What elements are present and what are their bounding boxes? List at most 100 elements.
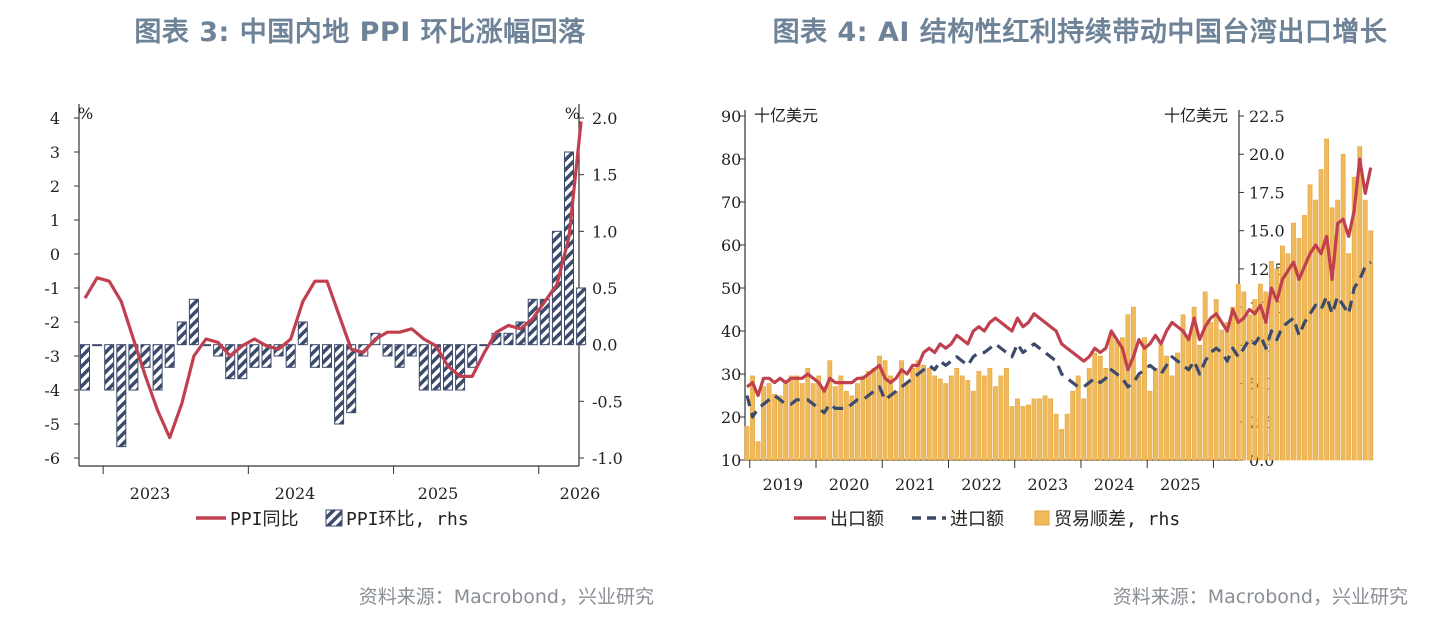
surplus-bar (1202, 291, 1208, 461)
surplus-bar (1153, 367, 1158, 461)
surplus-bar (970, 390, 976, 461)
surplus-bar (948, 375, 954, 461)
surplus-bar (1186, 337, 1191, 461)
ppi-mom-bar (382, 344, 393, 357)
surplus-bar (1108, 334, 1114, 461)
surplus-bar (965, 380, 971, 461)
surplus-bar (1059, 429, 1065, 461)
right-axis-tick-label: 0.5 (592, 279, 617, 298)
surplus-bar (1092, 352, 1098, 461)
surplus-bar (882, 360, 888, 461)
legend: 出口额 进口额 贸易顺差, rhs (794, 509, 1180, 530)
ppi-yoy-line (83, 121, 583, 440)
surplus-bar (788, 375, 794, 461)
surplus-bar (1175, 352, 1180, 461)
surplus-bar (981, 375, 987, 461)
surplus-bar (1197, 345, 1203, 461)
chart-panel-ppi: 图表 3: 中国内地 PPI 环比涨幅回落 4 3 2 1 0 -1 -2 -3 -4 -5 -6 2… (44, 17, 654, 608)
surplus-bar (794, 375, 800, 461)
left-axis-tick-label: 60 (721, 236, 741, 255)
left-axis-tick-label: -1 (44, 279, 60, 298)
left-axis-tick-label: 50 (721, 279, 741, 298)
x-axis-tick-label: 2023 (130, 484, 171, 503)
ppi-mom-bar (394, 344, 405, 368)
legend-bar-swatch (1034, 510, 1050, 526)
surplus-bar (1037, 398, 1042, 461)
surplus-bar (1268, 260, 1274, 461)
surplus-bar (1048, 398, 1053, 461)
x-axis-tick-label: 2026 (560, 484, 601, 503)
chart-panel-taiwan-trade: 图表 4: AI 结构性红利持续带动中国台湾出口增长 90 80 70 60 50 40 3… (720, 0, 1440, 623)
ppi-mom-bar (176, 321, 187, 346)
left-axis-tick-label: 4 (50, 109, 60, 128)
x-axis-tick-label: 2019 (763, 475, 804, 494)
ppi-chart: 4 3 2 1 0 -1 -2 -3 -4 -5 -6 2.0 1.5 1.0 0.5 0.0 -0.5 -1.0… (44, 104, 623, 530)
ppi-mom-bar (128, 344, 139, 391)
surplus-bar (1318, 169, 1324, 461)
surplus-bar (816, 375, 822, 461)
legend-label: 进口额 (950, 509, 1004, 530)
surplus-bar (755, 441, 761, 461)
surplus-bar (1296, 238, 1302, 461)
right-axis-tick-label: 0.0 (592, 336, 617, 355)
ppi-mom-bar (152, 344, 163, 391)
surplus-bar (910, 367, 915, 461)
surplus-bar (849, 395, 855, 461)
left-axis-tick-label: 0 (50, 245, 60, 264)
right-axis-unit: % (565, 104, 580, 123)
right-axis-tick-label: -1.0 (592, 449, 623, 468)
surplus-bar (1346, 253, 1352, 461)
right-axis-tick-label: 22.5 (1249, 107, 1285, 126)
surplus-bar (1291, 222, 1296, 461)
ppi-mom-bar (116, 344, 127, 448)
surplus-bar (860, 375, 866, 461)
surplus-bar (1219, 329, 1225, 461)
surplus-bar (921, 364, 927, 461)
surplus-bar (915, 360, 921, 461)
ppi-mom-bar (225, 344, 236, 380)
left-axis-tick-label: 30 (721, 365, 741, 384)
surplus-bar (1302, 215, 1307, 461)
surplus-bar (1208, 322, 1214, 461)
surplus-bar (1136, 375, 1142, 461)
surplus-bar (1307, 184, 1313, 461)
surplus-bar (777, 395, 783, 461)
surplus-bar (1097, 355, 1103, 461)
x-axis-tick-label: 2024 (1094, 475, 1135, 494)
surplus-bar (992, 386, 998, 461)
surplus-bar (805, 367, 811, 461)
surplus-bar (799, 383, 805, 461)
ppi-mom-bar (418, 344, 429, 391)
ppi-mom-bar (406, 344, 417, 357)
x-axis-tick-label: 2022 (961, 475, 1002, 494)
ppi-mom-bar (164, 344, 175, 368)
ppi-mom-bar (140, 344, 151, 368)
surplus-bar (1015, 398, 1020, 461)
chart-title: 图表 4: AI 结构性红利持续带动中国台湾出口增长 (772, 17, 1388, 48)
left-axis-tick-label: 3 (50, 143, 60, 162)
chart-title: 图表 3: 中国内地 PPI 环比涨幅回落 (134, 17, 586, 48)
ppi-mom-bar (576, 287, 587, 346)
right-axis-tick-label: 15.0 (1249, 222, 1285, 241)
right-axis-tick-label: 1.0 (592, 222, 617, 241)
x-axis-tick-label: 2020 (829, 475, 870, 494)
surplus-bar (871, 367, 877, 461)
surplus-bar (1026, 404, 1031, 461)
x-axis-tick-label: 2021 (895, 475, 936, 494)
surplus-bar (937, 378, 943, 461)
right-axis-tick-label: 1.5 (592, 166, 617, 185)
right-axis-tick-label: -0.5 (592, 392, 623, 411)
surplus-bar (1103, 367, 1109, 461)
surplus-bar (1241, 291, 1247, 461)
chart-source: 资料来源：Macrobond，兴业研究 (1112, 586, 1408, 608)
left-axis-tick-label: -5 (44, 415, 60, 434)
surplus-bar (1053, 413, 1059, 461)
surplus-bar (810, 383, 816, 461)
ppi-mom-bar (515, 321, 526, 346)
ppi-mom-bar (188, 298, 199, 346)
left-axis-tick-label: -4 (44, 381, 60, 400)
surplus-bar (1274, 268, 1280, 461)
surplus-bar (1119, 337, 1125, 461)
surplus-bar (943, 383, 949, 461)
ppi-mom-bar (455, 344, 466, 391)
